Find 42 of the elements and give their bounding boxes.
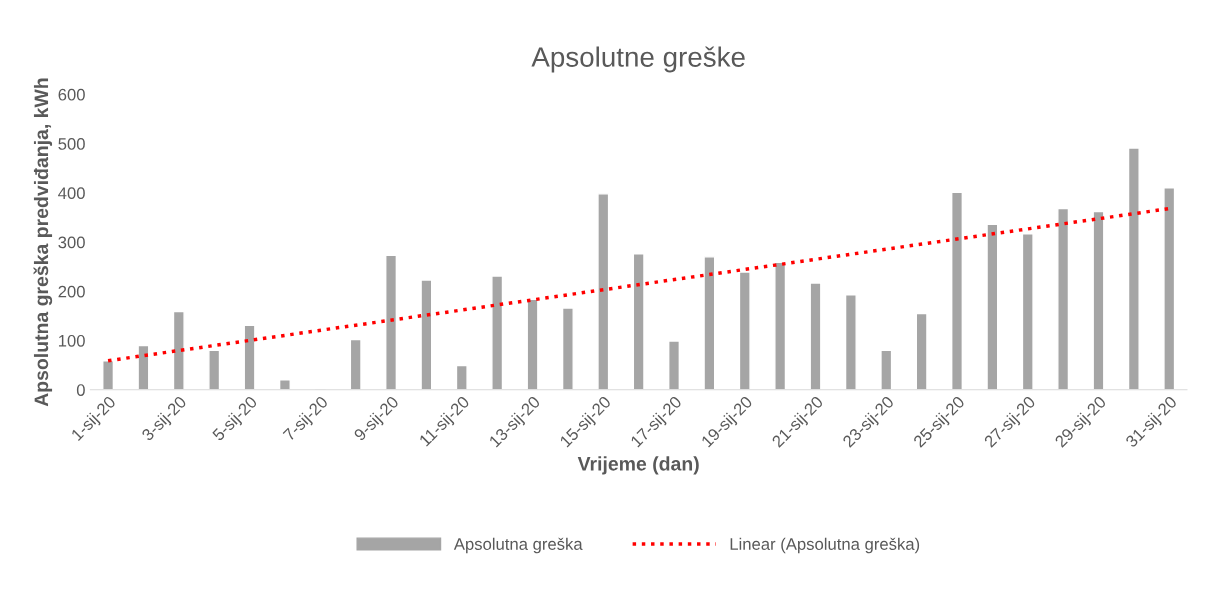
bar <box>208 349 221 390</box>
bar <box>1127 147 1140 390</box>
bar <box>668 340 681 390</box>
bar <box>597 193 610 390</box>
y-tick-label: 0 <box>76 384 85 396</box>
chart-title: Apsolutne greške <box>531 46 745 73</box>
x-axis-title: Vrijeme (dan) <box>577 456 699 475</box>
bar <box>278 379 291 390</box>
y-tick-label: 400 <box>58 187 85 200</box>
bar <box>809 282 822 390</box>
bar <box>243 324 256 390</box>
legend-label: Apsolutna greška <box>453 537 583 554</box>
y-axis-title: Apsolutna greška predviđanja, kWh <box>33 78 53 407</box>
bar <box>703 256 716 390</box>
bar <box>951 191 964 390</box>
bar <box>420 279 433 390</box>
bar <box>385 254 398 390</box>
y-tick-label: 300 <box>58 236 85 249</box>
bar <box>1057 207 1070 390</box>
bar <box>738 271 751 390</box>
y-tick-label: 100 <box>58 334 85 347</box>
bar <box>491 275 504 390</box>
bar <box>915 312 928 390</box>
bar <box>774 261 787 390</box>
bar <box>349 338 362 390</box>
bar <box>844 294 857 390</box>
y-tick-label: 600 <box>58 88 85 101</box>
bar <box>102 360 115 390</box>
bar <box>137 344 150 390</box>
bar <box>986 223 999 390</box>
bar <box>1092 210 1105 390</box>
bar <box>526 298 539 390</box>
bar <box>455 364 468 390</box>
bar <box>172 310 185 390</box>
bar <box>1163 187 1176 390</box>
legend-label: Linear (Apsolutna greška) <box>730 537 920 554</box>
bar <box>1021 233 1034 390</box>
y-tick-label: 200 <box>58 285 85 298</box>
bar <box>880 349 893 390</box>
bar <box>561 307 574 390</box>
y-tick-label: 500 <box>58 138 85 150</box>
bar <box>632 253 645 390</box>
